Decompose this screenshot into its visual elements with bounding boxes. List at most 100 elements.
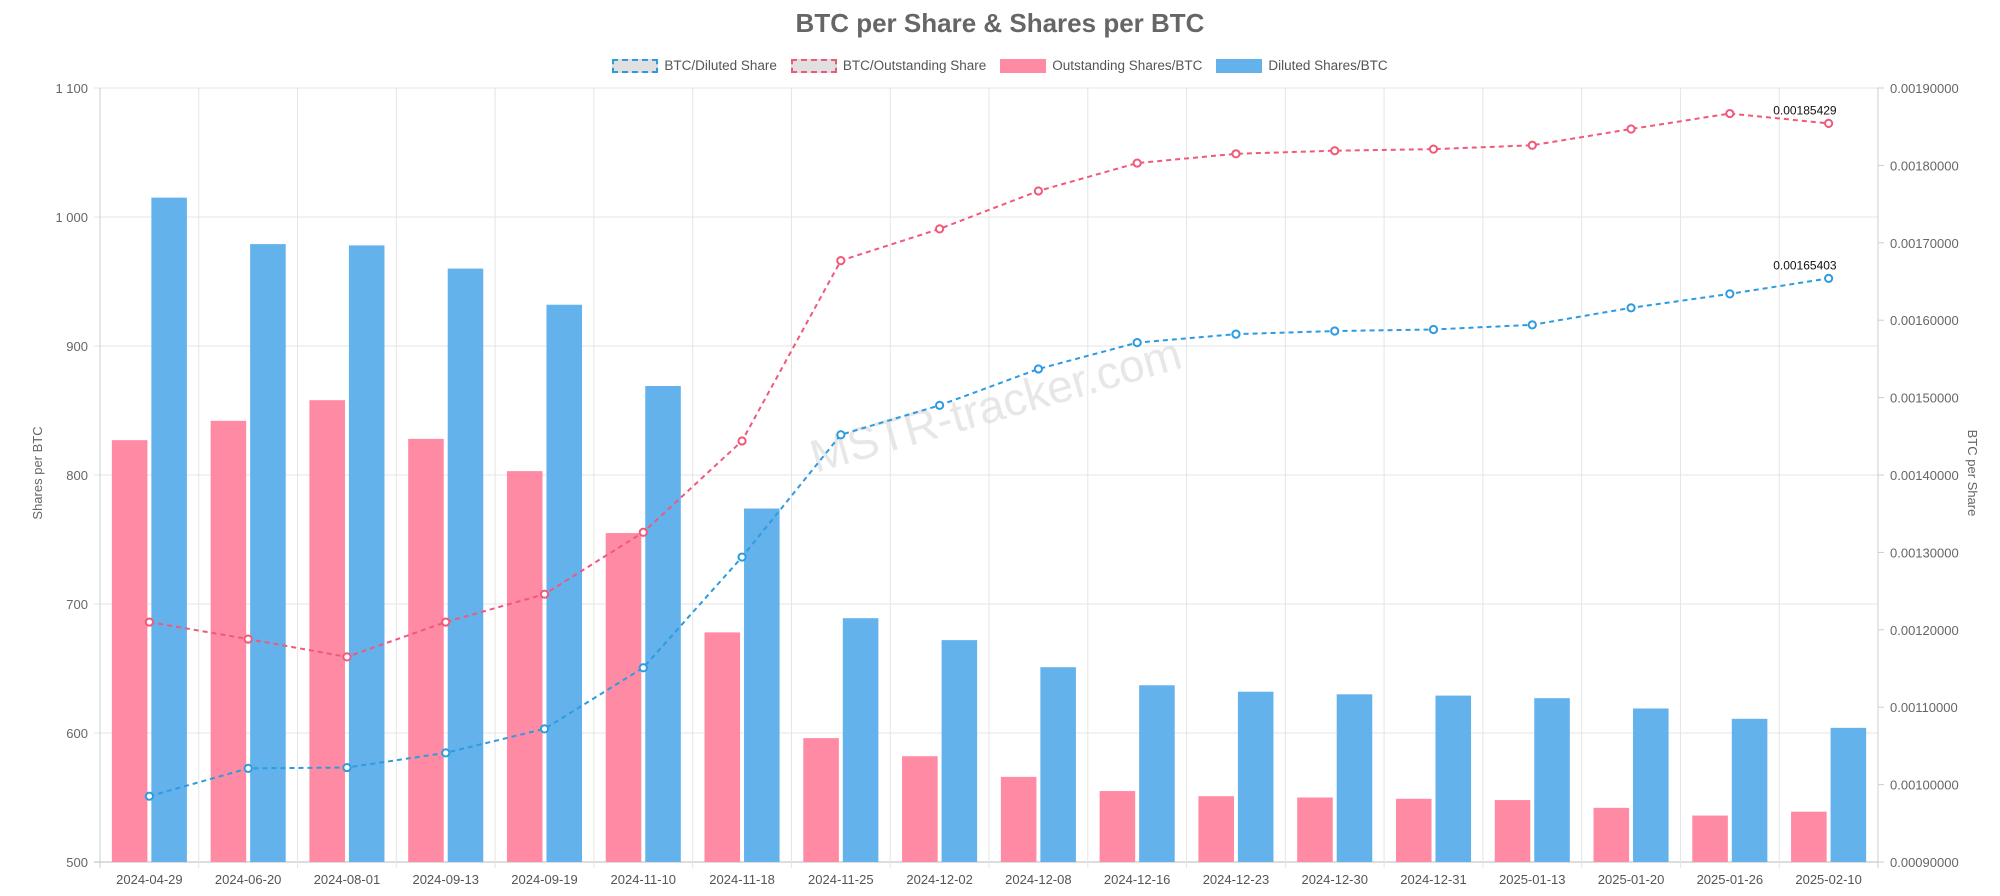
point-btc-per-outstanding-share xyxy=(1527,140,1537,150)
point-btc-per-outstanding-share xyxy=(1330,146,1340,156)
y-tick-label-right: 0.00110000 xyxy=(1890,700,1958,715)
bar-outstanding-shares-per-btc xyxy=(1000,776,1037,862)
legend-swatch-diluted-shares-btc xyxy=(1216,58,1263,73)
legend-item-btc-outstanding-share[interactable]: BTC/Outstanding Share xyxy=(790,58,986,73)
bar-diluted-shares-per-btc xyxy=(842,618,879,862)
bar-diluted-shares-per-btc xyxy=(1040,667,1076,862)
point-btc-per-outstanding-share xyxy=(144,617,154,627)
bar-outstanding-shares-per-btc xyxy=(309,400,345,862)
bar-diluted-shares-per-btc xyxy=(1830,727,1867,862)
bar-diluted-shares-per-btc xyxy=(744,508,780,862)
bar-outstanding-shares-per-btc xyxy=(1593,807,1630,862)
point-btc-per-outstanding-share xyxy=(1725,108,1735,119)
bar-diluted-shares-per-btc xyxy=(645,385,681,862)
watermark-text: MSTR-tracker.com xyxy=(804,327,1187,483)
legend-swatch-outstanding-shares-btc xyxy=(1000,58,1047,73)
data-label-annotation: 0.00165403 xyxy=(1773,258,1837,272)
x-tick-label: 2024-12-16 xyxy=(1104,872,1171,887)
point-btc-per-outstanding-share xyxy=(243,634,253,644)
line-btc-per-outstanding-share xyxy=(149,112,1829,658)
legend-swatch-btc-diluted-share xyxy=(612,58,659,73)
y-tick-label-right: 0.00190000 xyxy=(1890,81,1959,96)
x-tick-label: 2024-12-02 xyxy=(906,872,973,887)
point-btc-per-diluted-share xyxy=(737,552,747,562)
point-btc-per-outstanding-share xyxy=(638,527,648,537)
y-tick-label-right: 0.00170000 xyxy=(1890,236,1959,251)
x-tick-label: 2024-11-18 xyxy=(709,872,775,887)
bar-outstanding-shares-per-btc xyxy=(1297,797,1333,862)
bar-diluted-shares-per-btc xyxy=(151,197,187,862)
x-tick-label: 2024-12-08 xyxy=(1005,872,1072,887)
legend-swatch-btc-outstanding-share xyxy=(790,58,837,73)
point-btc-per-outstanding-share xyxy=(539,589,550,599)
point-btc-per-outstanding-share xyxy=(1824,118,1834,128)
x-tick-label: 2024-12-31 xyxy=(1400,872,1467,887)
legend-label-outstanding-shares-btc: Outstanding Shares/BTC xyxy=(1052,58,1203,73)
legend-label-btc-diluted-share: BTC/Diluted Share xyxy=(664,58,777,73)
point-btc-per-diluted-share xyxy=(1132,338,1142,348)
point-btc-per-outstanding-share xyxy=(342,652,352,662)
x-tick-label: 2024-12-30 xyxy=(1301,872,1368,887)
bar-diluted-shares-per-btc xyxy=(250,244,286,863)
point-btc-per-outstanding-share xyxy=(1033,186,1043,196)
y-tick-label-left: 600 xyxy=(66,726,88,741)
x-tick-label: 2024-12-23 xyxy=(1203,872,1270,887)
x-tick-label: 2025-01-13 xyxy=(1499,872,1566,887)
legend-item-outstanding-shares-btc[interactable]: Outstanding Shares/BTC xyxy=(1000,58,1202,73)
y-tick-label-right: 0.00130000 xyxy=(1890,545,1959,560)
point-btc-per-diluted-share xyxy=(836,430,846,440)
x-tick-label: 2024-11-10 xyxy=(611,872,677,887)
bar-diluted-shares-per-btc xyxy=(447,268,484,863)
bar-outstanding-shares-per-btc xyxy=(803,738,839,862)
point-btc-per-diluted-share xyxy=(1626,303,1636,313)
y-tick-label-right: 0.00150000 xyxy=(1890,391,1959,406)
bar-outstanding-shares-per-btc xyxy=(210,420,247,862)
y-axis-label-right: BTC per Share xyxy=(1965,430,1980,517)
data-label-annotation: 0.00185429 xyxy=(1773,103,1837,117)
y-axis-label-left: Shares per BTC xyxy=(30,426,45,519)
bar-outstanding-shares-per-btc xyxy=(506,471,543,862)
bar-outstanding-shares-per-btc xyxy=(1395,798,1432,862)
y-tick-label-left: 800 xyxy=(66,468,88,483)
bar-outstanding-shares-per-btc xyxy=(902,756,938,862)
bar-outstanding-shares-per-btc xyxy=(1494,800,1531,862)
x-tick-label: 2024-11-25 xyxy=(808,872,874,887)
bar-outstanding-shares-per-btc xyxy=(1692,815,1728,862)
point-btc-per-diluted-share xyxy=(1033,364,1043,374)
bar-outstanding-shares-per-btc xyxy=(704,632,741,862)
bar-outstanding-shares-per-btc xyxy=(605,533,642,862)
x-tick-label: 2025-01-26 xyxy=(1697,872,1764,887)
y-tick-label-right: 0.00140000 xyxy=(1890,468,1959,483)
point-btc-per-outstanding-share xyxy=(935,224,945,234)
bar-diluted-shares-per-btc xyxy=(1633,708,1669,862)
point-btc-per-outstanding-share xyxy=(1231,149,1241,159)
x-tick-label: 2024-09-13 xyxy=(412,872,479,887)
point-btc-per-diluted-share xyxy=(1527,320,1537,330)
line-layer: 0.00185429 0.00165403 xyxy=(144,103,1837,801)
point-btc-per-outstanding-share xyxy=(836,256,846,266)
point-btc-per-diluted-share xyxy=(1725,289,1735,299)
point-btc-per-diluted-share xyxy=(342,762,352,773)
legend-item-btc-diluted-share[interactable]: BTC/Diluted Share xyxy=(612,58,777,73)
chart-title: BTC per Share & Shares per BTC xyxy=(795,8,1205,38)
point-btc-per-outstanding-share xyxy=(1428,144,1439,154)
point-btc-per-diluted-share xyxy=(243,763,253,773)
bar-outstanding-shares-per-btc xyxy=(408,438,444,862)
x-tick-label: 2024-06-20 xyxy=(215,872,282,887)
bar-diluted-shares-per-btc xyxy=(348,245,385,862)
point-btc-per-diluted-share xyxy=(1824,273,1834,283)
point-btc-per-outstanding-share xyxy=(1132,158,1142,168)
y-tick-label-left: 1 000 xyxy=(55,210,88,225)
point-btc-per-outstanding-share xyxy=(1626,124,1636,134)
point-btc-per-diluted-share xyxy=(638,663,648,673)
chart-legend: BTC/Diluted Share BTC/Outstanding Share … xyxy=(0,58,2000,73)
point-btc-per-diluted-share xyxy=(144,791,154,801)
bar-diluted-shares-per-btc xyxy=(1336,694,1373,862)
y-tick-label-right: 0.00160000 xyxy=(1890,313,1959,328)
bar-diluted-shares-per-btc xyxy=(1731,718,1768,862)
y-tick-label-left: 1 100 xyxy=(55,81,88,96)
legend-item-diluted-shares-btc[interactable]: Diluted Shares/BTC xyxy=(1216,58,1388,73)
